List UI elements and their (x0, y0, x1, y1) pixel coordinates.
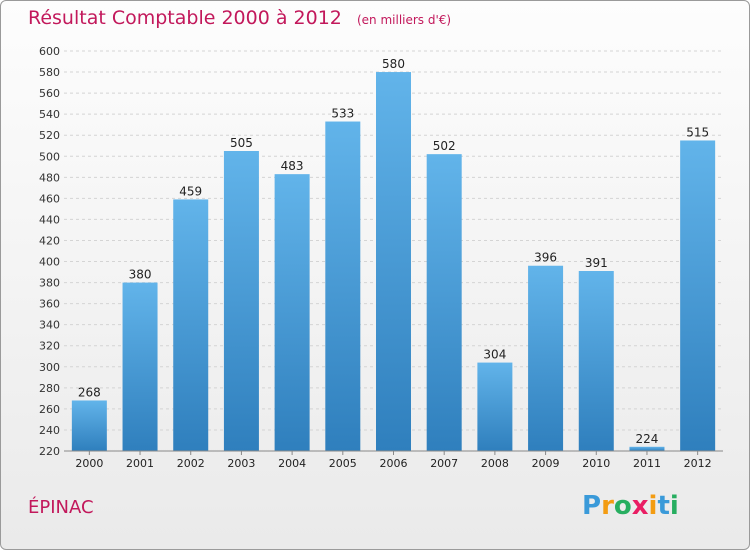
bar-layer (71, 72, 716, 452)
proxiti-logo: Proxiti (582, 491, 679, 521)
y-axis-ticks: 220 240 260 280 300 320 340 360 380 400 420 440 460 4… (39, 45, 60, 458)
bar-2006 (376, 72, 411, 451)
title-row: Résultat Comptable 2000 à 2012 (en milli… (28, 7, 451, 29)
brand-letter: o (613, 491, 632, 521)
bar-2007 (426, 154, 462, 451)
x-tick-label-2011: 2011 (633, 457, 661, 470)
commune-name: ÉPINAC (28, 497, 94, 518)
data-label-layer: 268 380 459 505 483 533 580 502 304 396 391 224 515 (78, 57, 709, 446)
y-tick-label: 280 (39, 382, 60, 395)
y-tick-label: 220 (39, 445, 60, 458)
bar-2012 (680, 140, 716, 451)
y-tick-label: 380 (39, 277, 60, 290)
y-tick-label: 320 (39, 340, 60, 353)
y-tick-label: 500 (39, 150, 60, 163)
x-tick-label-2003: 2003 (227, 457, 255, 470)
data-label-2006: 580 (382, 57, 405, 71)
x-tick-label-2010: 2010 (582, 457, 610, 470)
brand-letter: t (657, 491, 670, 521)
data-label-2003: 505 (230, 136, 253, 150)
x-axis-ticks: 2000 2001 2002 2003 2004 2005 2006 2007 2008 2009… (75, 451, 712, 470)
bar-2002 (173, 199, 209, 451)
x-tick-label-2007: 2007 (430, 457, 458, 470)
data-label-2010: 391 (585, 256, 608, 270)
x-tick-label-2008: 2008 (481, 457, 509, 470)
x-tick-label-2002: 2002 (177, 457, 205, 470)
chart-subtitle: (en milliers d'€) (356, 13, 452, 27)
data-label-2001: 380 (129, 268, 152, 282)
x-tick-label-2006: 2006 (380, 457, 408, 470)
data-label-2012: 515 (686, 125, 709, 139)
y-tick-label: 600 (39, 45, 60, 58)
data-label-2002: 459 (179, 184, 202, 198)
y-tick-label: 340 (39, 319, 60, 332)
x-tick-label-2012: 2012 (684, 457, 712, 470)
data-label-2008: 304 (483, 348, 506, 362)
y-tick-label: 480 (39, 171, 60, 184)
bar-2011 (629, 446, 665, 451)
bar-2005 (325, 121, 361, 452)
data-label-2000: 268 (78, 385, 101, 399)
x-tick-label-2009: 2009 (532, 457, 560, 470)
data-label-2007: 502 (433, 139, 456, 153)
bar-2001 (122, 282, 158, 451)
data-label-2004: 483 (281, 159, 304, 173)
y-tick-label: 360 (39, 298, 60, 311)
brand-letter: P (582, 491, 602, 521)
y-tick-label: 460 (39, 192, 60, 205)
data-label-2011: 224 (636, 432, 659, 446)
y-tick-label: 580 (39, 66, 60, 79)
y-tick-label: 400 (39, 256, 60, 269)
x-tick-label-2000: 2000 (75, 457, 103, 470)
y-tick-label: 260 (39, 403, 60, 416)
y-tick-label: 520 (39, 129, 60, 142)
bar-2010 (578, 271, 614, 451)
y-tick-label: 560 (39, 87, 60, 100)
bar-2003 (223, 151, 259, 451)
x-tick-label-2005: 2005 (329, 457, 357, 470)
brand-letter: r (601, 491, 614, 521)
bar-2004 (274, 174, 310, 451)
brand-letter: i (669, 491, 679, 521)
data-label-2005: 533 (331, 107, 354, 121)
y-tick-label: 440 (39, 213, 60, 226)
bar-2000 (71, 400, 107, 451)
x-tick-label-2004: 2004 (278, 457, 306, 470)
y-tick-label: 240 (39, 424, 60, 437)
brand-letter: x (631, 491, 649, 521)
brand-letter: i (648, 491, 658, 521)
x-tick-label-2001: 2001 (126, 457, 154, 470)
chart-title: Résultat Comptable 2000 à 2012 (28, 7, 342, 29)
y-tick-label: 300 (39, 361, 60, 374)
y-tick-label: 540 (39, 108, 60, 121)
y-tick-label: 420 (39, 234, 60, 247)
bar-2009 (528, 265, 564, 451)
bar-2008 (477, 362, 513, 451)
data-label-2009: 396 (534, 251, 557, 265)
